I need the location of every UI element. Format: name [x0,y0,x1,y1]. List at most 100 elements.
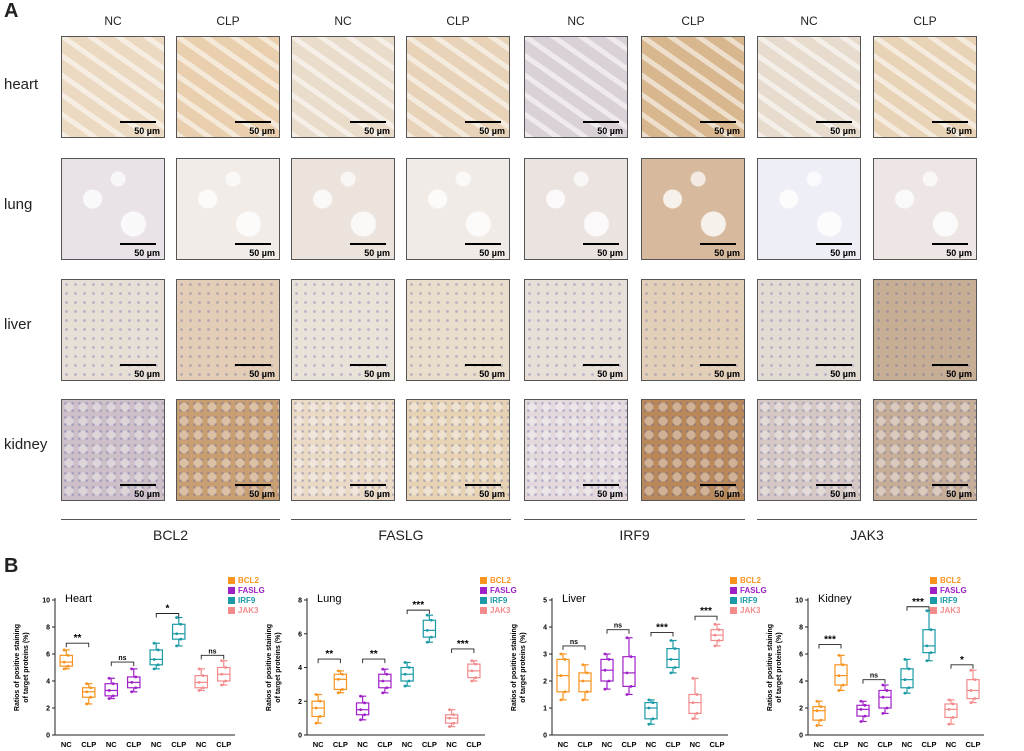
sample-point [156,663,160,667]
chart-title: Liver [562,593,586,605]
scale-bar [816,484,852,486]
significance-label: ns [570,639,578,646]
sample-point [107,697,111,700]
significance-label: ns [870,673,878,680]
sample-point [152,658,156,661]
sample-point [929,651,933,655]
chart-title: Heart [65,593,92,605]
column-header-nc: NC [334,14,352,28]
scale-bar [583,243,619,245]
sample-point [863,703,867,707]
scale-bar [350,364,386,366]
sample-point [651,717,655,721]
group-label-bcl2: BCL2 [152,527,189,543]
sample-point [885,706,889,710]
scale-bar [235,364,271,366]
sample-point [470,659,474,663]
scale-bar [816,364,852,366]
sample-point [841,663,845,667]
scale-bar [350,121,386,123]
box-jak3-clp [467,659,481,683]
box-irf9-nc [900,658,914,695]
y-tick-label: 2 [46,706,50,713]
chart-liver: Ratios of positive staining of target pro… [511,576,767,749]
legend-label-jak3: JAK3 [490,606,511,615]
group-bracket-line [291,519,511,520]
box-jak3-clp [966,668,980,704]
sample-point [947,698,951,702]
significance-bracket [950,664,974,669]
sample-point [607,679,611,683]
x-tick-label: CLP [126,740,141,749]
sample-point [314,721,318,725]
y-axis-label: Ratios of positive staining of target pro… [511,624,527,711]
group-bracket-line [524,519,745,520]
y-tick-label: 8 [46,625,50,632]
legend-swatch-jak3 [730,607,737,614]
sample-point [89,686,93,690]
sample-point [134,686,138,690]
group-label-faslg: FASLG [378,527,424,543]
scale-bar [932,121,968,123]
row-label-kidney: kidney [4,436,48,453]
sample-point [197,680,201,684]
sample-point [669,671,673,675]
micrograph-heart-2: 50 µm [176,36,280,138]
x-tick-label: CLP [466,740,481,749]
sample-point [62,660,66,664]
sample-point [973,697,977,700]
significance-bracket [862,679,886,684]
scale-label: 50 µm [946,248,972,258]
sample-point [111,682,115,686]
legend-label-bcl2: BCL2 [490,576,511,585]
y-tick-label: 2 [799,706,803,713]
box-jak3-nc [194,667,209,692]
sample-point [318,699,322,703]
scale-bar [120,484,156,486]
scale-bar [816,243,852,245]
micrograph-lung-2: 50 µm [176,158,280,260]
sample-point [859,707,863,711]
box-faslg-nc [104,676,119,700]
scale-label: 50 µm [830,489,856,499]
group-bracket-line [61,519,280,520]
sample-point [881,695,885,699]
sample-point [691,717,695,721]
scale-label: 50 µm [830,126,856,136]
micrograph-kidney-7: 50 µm [757,399,861,501]
sample-point [85,682,89,686]
legend-swatch-irf9 [930,597,937,604]
box-bcl2-clp [333,669,348,695]
scale-label: 50 µm [597,126,623,136]
sample-point [717,628,721,632]
x-tick-label: CLP [922,740,937,749]
box-irf9-nc [644,698,658,726]
sample-point [907,667,911,671]
micrograph-heart-3: 50 µm [291,36,395,138]
box-jak3-nc [944,698,958,726]
box-bcl2-nc [812,699,826,727]
row-label-liver: liver [4,316,32,333]
sample-point [107,676,111,680]
sample-point [363,701,367,705]
box-bcl2-clp [81,682,96,706]
scale-label: 50 µm [597,248,623,258]
sample-point [179,637,183,641]
box-jak3-nc [444,708,459,728]
sample-point [837,653,841,657]
significance-label: *** [656,622,668,633]
box-faslg-clp [378,667,392,695]
x-tick-label: NC [690,740,701,749]
significance-label: ** [370,649,378,660]
scale-label: 50 µm [249,369,275,379]
scale-label: 50 µm [364,489,390,499]
y-tick-label: 1 [543,706,547,713]
sample-point [470,669,474,673]
scale-bar [583,484,619,486]
chart-title: Kidney [818,593,852,605]
legend-label-bcl2: BCL2 [238,576,259,585]
sample-point [647,698,651,702]
sample-point [452,713,456,717]
sample-point [925,644,929,648]
micrograph-kidney-3: 50 µm [291,399,395,501]
